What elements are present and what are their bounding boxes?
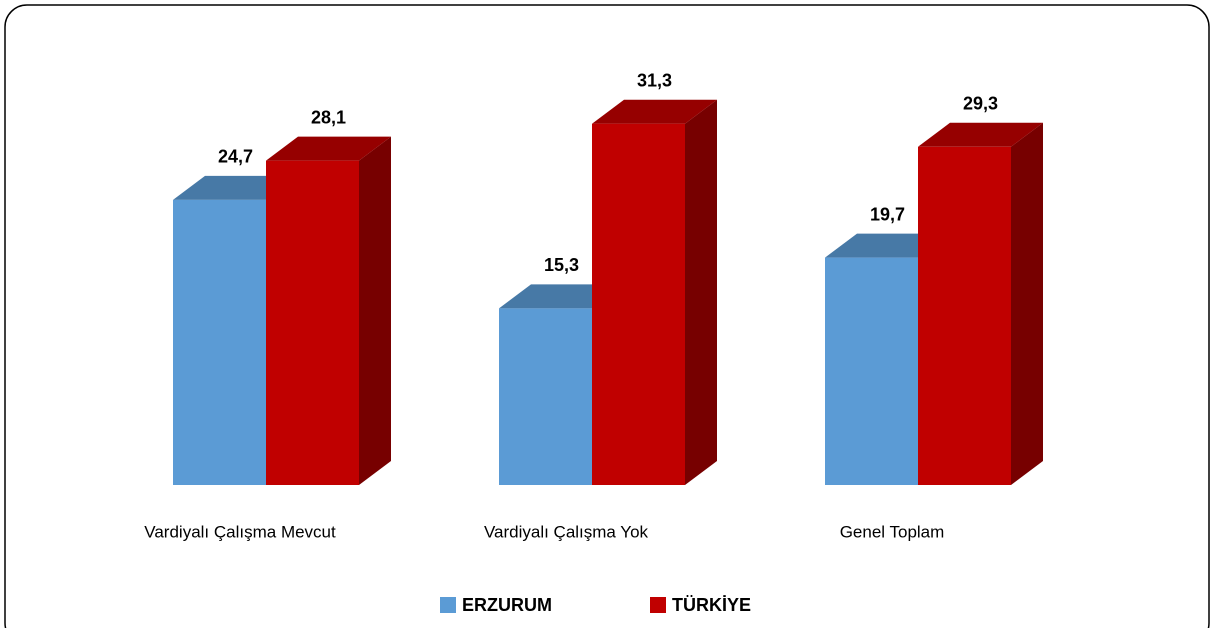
bar-side [685, 99, 717, 486]
data-label: 24,7 [218, 147, 253, 167]
bar-top [918, 122, 1043, 147]
legend-label: TÜRKİYE [672, 595, 751, 615]
x-tick-label: Vardiyalı Çalışma Mevcut [144, 522, 336, 541]
bar [592, 123, 685, 486]
bar-top [266, 136, 391, 161]
bar [918, 146, 1011, 485]
bar [266, 160, 359, 485]
legend-label: ERZURUM [462, 595, 552, 615]
x-tick-label: Genel Toplam [840, 522, 945, 541]
data-label: 29,3 [963, 94, 998, 114]
data-label: 19,7 [870, 204, 905, 224]
bar-side [1011, 122, 1043, 486]
x-tick-label: Vardiyalı Çalışma Yok [484, 522, 649, 541]
legend-swatch [440, 597, 456, 613]
data-label: 31,3 [637, 70, 672, 90]
bar [825, 257, 918, 485]
data-label: 28,1 [311, 107, 346, 127]
bar [499, 308, 592, 485]
data-label: 15,3 [544, 255, 579, 275]
bar [173, 199, 266, 486]
bar-top [592, 99, 717, 124]
legend-swatch [650, 597, 666, 613]
bar-side [359, 136, 391, 485]
